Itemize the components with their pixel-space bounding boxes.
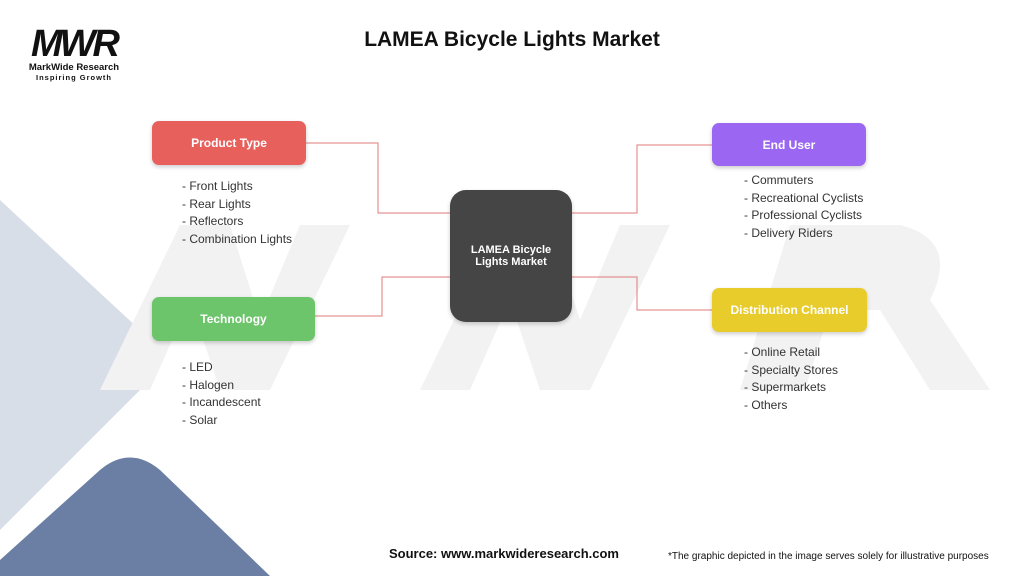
connector xyxy=(572,144,712,214)
list-item: - Rear Lights xyxy=(182,196,251,211)
connector xyxy=(315,276,450,317)
category-node: End User xyxy=(712,123,866,166)
logo-name: MarkWide Research xyxy=(28,62,120,73)
list-item: - Halogen xyxy=(182,377,235,392)
list-item: - Combination Lights xyxy=(182,231,293,246)
center-node: LAMEA Bicycle Lights Market xyxy=(450,190,572,322)
title: LAMEA Bicycle Lights Market xyxy=(364,28,660,51)
list-item: - Delivery Riders xyxy=(744,225,833,240)
logo: MWR MarkWide Research Inspiring Growth xyxy=(22,23,126,82)
bg-shape xyxy=(0,457,270,576)
footnote: *The graphic depicted in the image serve… xyxy=(668,551,989,562)
list-item: - LED xyxy=(182,360,213,374)
connector xyxy=(572,276,712,311)
list-item: - Specialty Stores xyxy=(744,362,839,377)
list-item: - Professional Cyclists xyxy=(744,208,863,222)
category-node: Product Type xyxy=(152,121,306,165)
category-node: Technology xyxy=(152,297,315,341)
list-item: - Recreational Cyclists xyxy=(744,190,864,205)
source: Source: www.markwideresearch.com xyxy=(388,546,619,561)
list-item: - Online Retail xyxy=(744,345,821,359)
list-item: - Reflectors xyxy=(182,214,244,228)
category-node: Distribution Channel xyxy=(712,288,867,332)
connectors xyxy=(306,142,712,317)
list-item: - Commuters xyxy=(744,173,814,187)
logo-tagline: Inspiring Growth xyxy=(36,73,112,82)
list-item: - Solar xyxy=(182,412,218,427)
bg-shape xyxy=(0,200,155,530)
list-item: - Front Lights xyxy=(182,179,253,193)
list-item: - Supermarkets xyxy=(744,380,827,394)
connector xyxy=(306,142,450,214)
list-item: - Others xyxy=(744,397,788,412)
list-item: - Incandescent xyxy=(182,395,261,409)
logo-mark: MWR xyxy=(31,23,120,65)
